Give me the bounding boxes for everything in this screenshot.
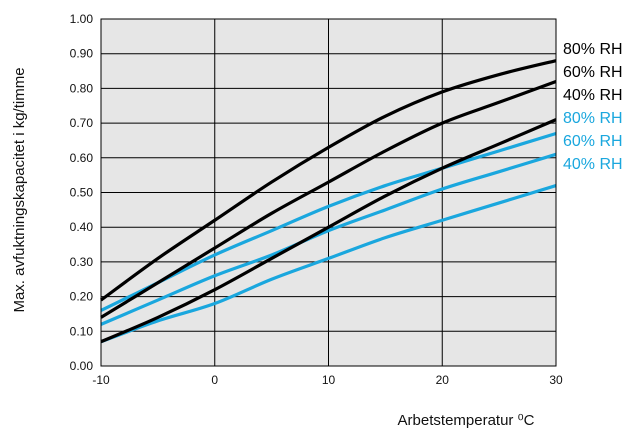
y-tick-label: 0.90 [70,47,94,61]
x-tick-label: 30 [549,373,563,387]
y-tick-label: 0.80 [70,81,94,95]
x-tick-label: 10 [322,373,336,387]
series-lines [100,59,557,344]
plot-frame [100,18,557,367]
y-tick-label: 0.50 [70,186,94,200]
y-tick-label: 0.30 [70,255,94,269]
y-tick-label: 0.10 [70,324,94,338]
legend-item: 60% RH [563,133,623,150]
y-tick-label: 0.20 [70,290,94,304]
x-tick-label: 20 [436,373,450,387]
legend-item: 60% RH [563,64,623,81]
series-line [100,59,557,302]
y-tick-label: 0.70 [70,116,94,130]
y-tick-labels: 0.00 0.10 0.20 0.30 0.40 0.50 0.60 0.70 0.80 0.90… [70,12,94,373]
series-line [100,184,557,344]
legend-item: 80% RH [563,41,623,58]
legend-item: 80% RH [563,110,623,127]
series-line [100,79,557,319]
series-line [100,131,557,312]
x-tick-label: 0 [211,373,218,387]
y-tick-label: 1.00 [70,12,94,26]
y-tick-label: 0.40 [70,220,94,234]
x-tick-label: -10 [92,373,110,387]
y-axis-title: Max. avfuktningskapacitet i kg/timme [11,67,28,312]
legend-item: 40% RH [563,87,623,104]
y-tick-label: 0.60 [70,151,94,165]
series-line [100,152,557,326]
legend: 80% RH 60% RH 40% RH 80% RH 60% RH 40% RH [563,41,623,173]
series-line [100,118,557,344]
x-axis-title: Arbetstemperatur ⁰C [398,412,535,429]
legend-item: 40% RH [563,156,623,173]
y-tick-label: 0.00 [70,359,94,373]
x-tick-labels: -10 0 10 20 30 [92,373,563,387]
